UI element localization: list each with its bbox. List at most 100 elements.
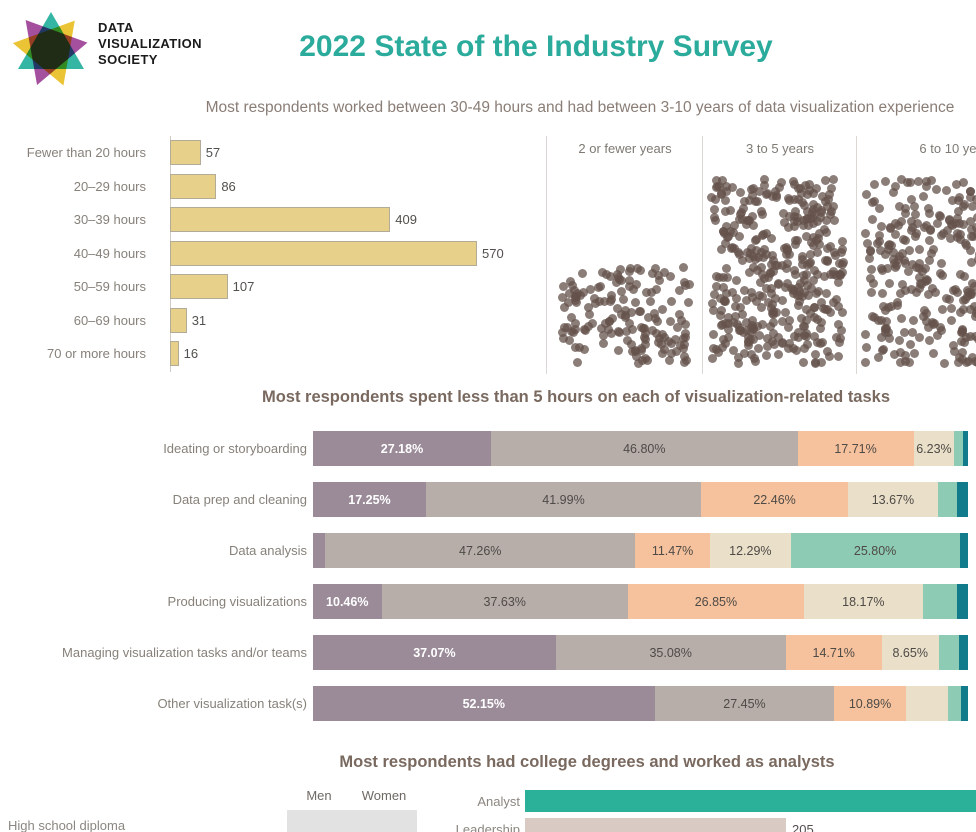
respondent-dot <box>721 207 731 217</box>
respondent-dot <box>829 297 839 307</box>
task-segment[interactable] <box>905 686 948 721</box>
respondent-dot <box>712 282 722 292</box>
respondent-dot <box>835 258 845 268</box>
respondent-dot <box>923 322 933 332</box>
task-segment[interactable]: 27.18% <box>313 431 492 466</box>
hours-bar-row: 70 or more hours 16 <box>0 337 540 371</box>
respondent-dot <box>900 208 910 218</box>
task-segment[interactable]: 8.65% <box>881 635 939 670</box>
respondent-dot <box>652 329 662 339</box>
respondent-dot <box>800 343 810 353</box>
task-segment[interactable] <box>938 635 959 670</box>
task-segment[interactable]: 37.07% <box>313 635 556 670</box>
task-segment[interactable]: 26.85% <box>627 584 804 619</box>
respondent-dot <box>876 222 886 232</box>
respondent-dot <box>935 212 945 222</box>
respondent-dot <box>664 356 674 366</box>
task-segment[interactable]: 52.15% <box>313 686 655 721</box>
respondent-dot <box>808 188 818 198</box>
respondent-dot <box>744 340 754 350</box>
respondent-dot <box>632 263 642 273</box>
respondent-dot <box>629 285 639 295</box>
hours-bar[interactable] <box>170 207 391 233</box>
respondent-dot <box>651 263 661 273</box>
hours-bar[interactable] <box>170 307 187 333</box>
respondent-dot <box>888 188 898 197</box>
task-segment[interactable]: 37.63% <box>381 584 628 619</box>
respondent-dot <box>968 201 976 211</box>
section-title-tasks: Most respondents spent less than 5 hours… <box>261 388 891 406</box>
task-segment[interactable]: 14.71% <box>785 635 882 670</box>
respondent-dot <box>684 298 694 308</box>
task-segment[interactable]: 17.25% <box>313 482 426 517</box>
respondent-dot <box>565 289 575 299</box>
respondent-dot <box>757 262 767 272</box>
hours-bar[interactable] <box>170 240 477 266</box>
experience-panel[interactable]: 2 or fewer years <box>546 136 703 374</box>
heatmap-cell[interactable] <box>287 810 417 832</box>
hours-bar-row: 40–49 hours 570 <box>0 237 540 271</box>
experience-panel[interactable]: 6 to 10 years <box>856 136 976 374</box>
respondent-dot <box>651 313 661 323</box>
task-segment[interactable] <box>959 533 968 568</box>
task-segment[interactable] <box>313 533 326 568</box>
task-segment[interactable] <box>962 431 968 466</box>
hours-bar-value: 16 <box>183 346 199 362</box>
task-segment[interactable]: 35.08% <box>555 635 786 670</box>
task-segment[interactable]: 10.46% <box>313 584 382 619</box>
task-segment[interactable]: 18.17% <box>803 584 923 619</box>
task-segment[interactable]: 10.89% <box>834 686 906 721</box>
hours-category-label: Fewer than 20 hours <box>26 145 146 161</box>
respondent-dot <box>965 289 975 299</box>
task-segment[interactable]: 6.23% <box>913 431 955 466</box>
respondent-dot <box>832 332 842 342</box>
respondent-dot <box>932 219 942 229</box>
respondent-dot <box>636 322 646 332</box>
task-segment[interactable]: 11.47% <box>634 533 711 568</box>
hours-bar[interactable] <box>170 173 217 199</box>
task-segment[interactable]: 47.26% <box>325 533 635 568</box>
experience-panel[interactable]: 3 to 5 years <box>702 136 857 374</box>
task-segment[interactable]: 41.99% <box>425 482 702 517</box>
task-segment[interactable]: 13.67% <box>848 482 938 517</box>
task-segment[interactable] <box>957 482 968 517</box>
task-segment[interactable]: 22.46% <box>701 482 849 517</box>
hours-bar[interactable] <box>170 140 201 166</box>
task-segment[interactable] <box>956 584 968 619</box>
task-segment[interactable]: 12.29% <box>710 533 791 568</box>
respondent-dot <box>955 193 965 203</box>
hours-bar[interactable] <box>170 274 228 300</box>
respondent-dot <box>718 343 728 353</box>
respondent-dot <box>746 350 756 359</box>
respondent-dot <box>759 244 769 254</box>
respondent-dot <box>797 314 807 324</box>
task-segment[interactable]: 25.80% <box>790 533 960 568</box>
task-segment[interactable] <box>922 584 957 619</box>
task-segment[interactable]: 27.45% <box>654 686 835 721</box>
respondent-dot <box>802 261 812 271</box>
task-segment[interactable]: 46.80% <box>491 431 798 466</box>
respondent-dot <box>768 250 778 260</box>
task-segment[interactable]: 17.71% <box>797 431 914 466</box>
respondent-dot <box>724 333 734 343</box>
respondent-dot <box>946 233 956 243</box>
experience-panel-label: 6 to 10 years <box>919 141 976 156</box>
respondent-dot <box>973 254 976 264</box>
respondent-dot <box>783 259 793 269</box>
task-segment[interactable] <box>954 431 963 466</box>
respondent-dot <box>972 194 976 204</box>
task-segment[interactable] <box>958 635 968 670</box>
respondent-dot <box>750 254 760 264</box>
hours-bar[interactable] <box>170 341 179 367</box>
respondent-dot <box>757 319 767 329</box>
task-segment[interactable] <box>960 686 968 721</box>
respondent-dot <box>896 348 906 357</box>
task-segment[interactable] <box>947 686 961 721</box>
respondent-dot <box>925 255 935 265</box>
respondent-dot <box>714 181 724 191</box>
leadership-bar[interactable] <box>525 818 786 832</box>
analyst-bar[interactable] <box>525 790 976 812</box>
task-segment[interactable] <box>937 482 958 517</box>
respondent-dot <box>967 352 976 362</box>
respondent-dot <box>721 182 731 192</box>
